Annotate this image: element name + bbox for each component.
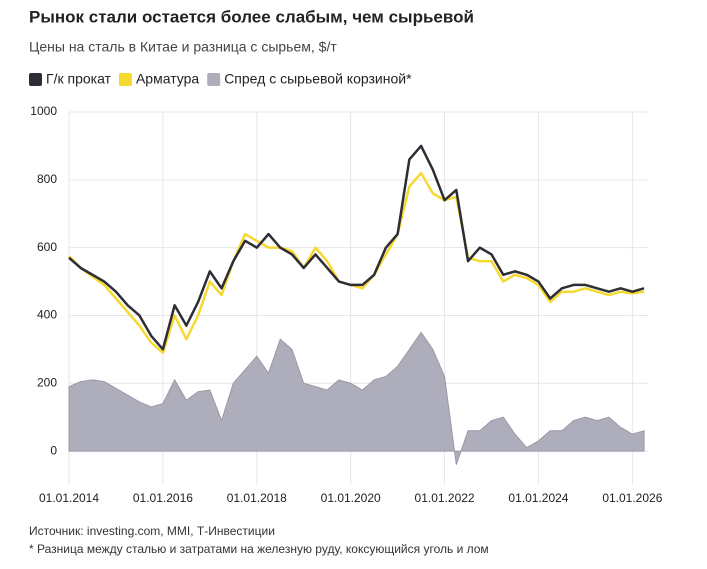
legend-swatch xyxy=(29,73,42,86)
line xyxy=(68,144,645,351)
x-tick-label: 01.01.2022 xyxy=(415,491,475,505)
legend-label: Спред с сырьевой корзиной* xyxy=(224,71,412,87)
note: * Разница между сталью и затратами на же… xyxy=(29,542,489,556)
chart-subtitle: Цены на сталь в Китае и разница с сырьем… xyxy=(29,39,337,55)
x-tick-label: 01.01.2024 xyxy=(508,491,568,505)
y-tick-label: 600 xyxy=(37,240,57,254)
x-tick-label: 01.01.2018 xyxy=(227,491,287,505)
y-tick-label: 800 xyxy=(37,172,57,186)
legend-label: Г/к прокат xyxy=(46,71,112,87)
source: Источник: investing.com, MMI, Т-Инвестиц… xyxy=(29,524,275,538)
x-tick-label: 01.01.2020 xyxy=(321,491,381,505)
y-tick-label: 1000 xyxy=(30,104,57,118)
x-tick-label: 01.01.2014 xyxy=(39,491,99,505)
line xyxy=(68,171,645,355)
y-tick-label: 400 xyxy=(37,308,57,322)
legend-swatch xyxy=(118,73,132,86)
chart-title: Рынок стали остается более слабым, чем с… xyxy=(29,7,474,26)
legend-swatch xyxy=(207,73,221,86)
x-tick-label: 01.01.2026 xyxy=(602,491,662,505)
y-tick-label: 0 xyxy=(50,443,57,457)
y-tick-label: 200 xyxy=(37,375,57,389)
legend-label: Арматура xyxy=(136,71,199,87)
area xyxy=(68,331,645,465)
x-tick-label: 01.01.2016 xyxy=(133,491,193,505)
